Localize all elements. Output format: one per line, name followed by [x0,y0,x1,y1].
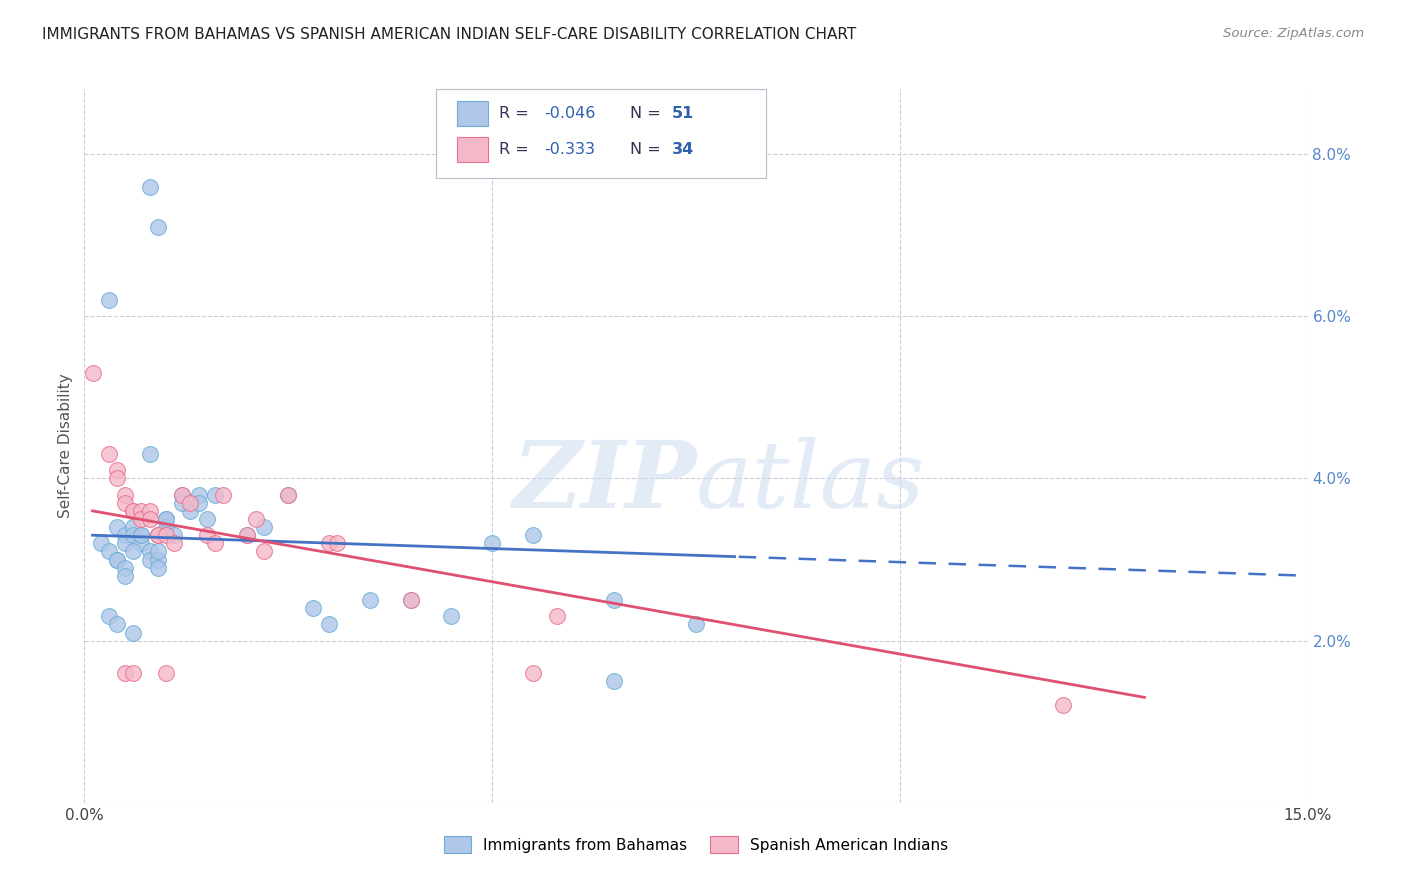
Point [236,528,259,542]
Text: N =: N = [630,106,666,120]
Point [97,447,120,461]
Point [212,488,235,502]
Point [122,504,145,518]
Point [105,520,128,534]
Point [522,528,544,542]
Legend: Immigrants from Bahamas, Spanish American Indians: Immigrants from Bahamas, Spanish America… [437,830,955,859]
Point [90,536,112,550]
Point [146,560,169,574]
Point [114,528,136,542]
Point [97,544,120,558]
Text: R =: R = [499,106,534,120]
Point [399,593,422,607]
Point [440,609,463,624]
Text: atlas: atlas [696,437,925,526]
Point [122,528,145,542]
Point [131,504,153,518]
Point [97,293,120,307]
Point [131,528,153,542]
Point [546,609,568,624]
Point [359,593,381,607]
Point [155,528,177,542]
Point [1052,698,1074,713]
Point [114,568,136,582]
Point [603,593,626,607]
Point [204,488,226,502]
Text: ZIP: ZIP [512,437,696,526]
Point [105,463,128,477]
Text: R =: R = [499,143,534,157]
Point [301,601,323,615]
Y-axis label: Self-Care Disability: Self-Care Disability [58,374,73,518]
Text: Source: ZipAtlas.com: Source: ZipAtlas.com [1223,27,1364,40]
Point [326,536,349,550]
Point [114,536,136,550]
Text: 34: 34 [672,143,695,157]
Point [146,544,169,558]
Point [146,528,169,542]
Text: N =: N = [630,143,666,157]
Point [236,528,259,542]
Point [603,674,626,689]
Point [105,552,128,566]
Point [114,496,136,510]
Point [253,544,276,558]
Point [122,625,145,640]
Point [105,471,128,485]
Point [522,666,544,681]
Point [138,447,160,461]
Point [138,504,160,518]
Point [146,220,169,235]
Point [277,488,299,502]
Point [114,488,136,502]
Point [138,552,160,566]
Point [163,536,186,550]
Point [146,528,169,542]
Point [131,528,153,542]
Point [204,536,226,550]
Point [685,617,707,632]
Point [97,609,120,624]
Point [114,560,136,574]
Point [131,512,153,526]
Point [122,520,145,534]
Text: -0.333: -0.333 [544,143,595,157]
Point [195,528,218,542]
Point [163,528,186,542]
Point [138,544,160,558]
Point [122,544,145,558]
Point [179,504,201,518]
Text: IMMIGRANTS FROM BAHAMAS VS SPANISH AMERICAN INDIAN SELF-CARE DISABILITY CORRELAT: IMMIGRANTS FROM BAHAMAS VS SPANISH AMERI… [42,27,856,42]
Point [253,520,276,534]
Point [155,512,177,526]
Text: -0.046: -0.046 [544,106,596,120]
Point [138,512,160,526]
Point [138,179,160,194]
Point [172,496,194,510]
Point [122,666,145,681]
Point [155,512,177,526]
Point [277,488,299,502]
Point [146,552,169,566]
Point [105,552,128,566]
Point [122,504,145,518]
Point [318,617,340,632]
Point [187,488,209,502]
Point [399,593,422,607]
Point [172,488,194,502]
Point [155,666,177,681]
Point [114,666,136,681]
Point [131,536,153,550]
Point [105,617,128,632]
Point [245,512,267,526]
Text: 51: 51 [672,106,695,120]
Point [82,366,104,380]
Point [187,496,209,510]
Point [179,496,201,510]
Point [155,520,177,534]
Point [172,488,194,502]
Point [318,536,340,550]
Point [481,536,503,550]
Point [195,512,218,526]
